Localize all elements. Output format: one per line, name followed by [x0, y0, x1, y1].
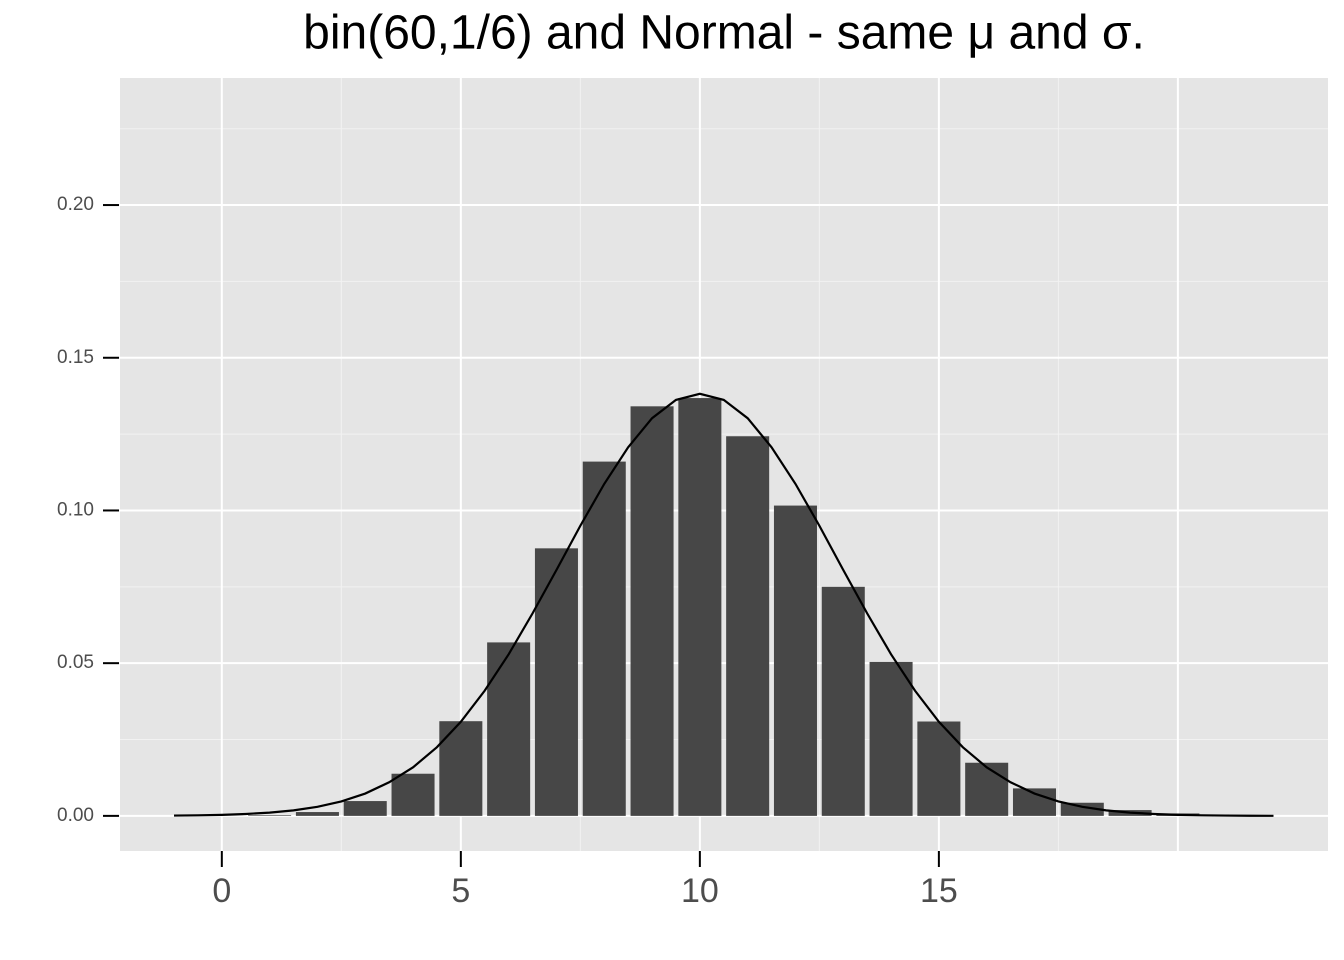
bar — [295, 812, 339, 816]
y-tick-label: 0.00 — [57, 805, 94, 826]
normal-curve — [174, 392, 1274, 817]
chart-title: bin(60,1/6) and Normal - same μ and σ. — [303, 7, 1145, 60]
bar — [487, 642, 531, 816]
bar — [248, 815, 292, 816]
bar — [726, 436, 770, 816]
bar — [343, 801, 387, 816]
bar — [965, 762, 1009, 816]
bar — [534, 548, 578, 816]
bar — [630, 406, 674, 816]
x-tick-label: 15 — [920, 872, 958, 910]
bar — [678, 398, 722, 816]
x-tick-label: 0 — [212, 872, 231, 910]
x-tick-label: 5 — [451, 872, 470, 910]
x-tick-label: 10 — [681, 872, 719, 910]
bar — [1060, 802, 1104, 816]
bar — [917, 721, 961, 816]
y-tick-label: 0.15 — [57, 347, 94, 368]
bar — [869, 661, 913, 816]
y-tick-label: 0.20 — [57, 194, 94, 215]
y-tick-label: 0.10 — [57, 499, 94, 520]
bar — [582, 461, 626, 816]
bar — [391, 773, 435, 816]
bar — [439, 721, 483, 816]
y-tick-label: 0.05 — [57, 652, 94, 673]
bar — [821, 586, 865, 816]
plot-panel — [120, 78, 1328, 851]
bar — [773, 505, 817, 816]
